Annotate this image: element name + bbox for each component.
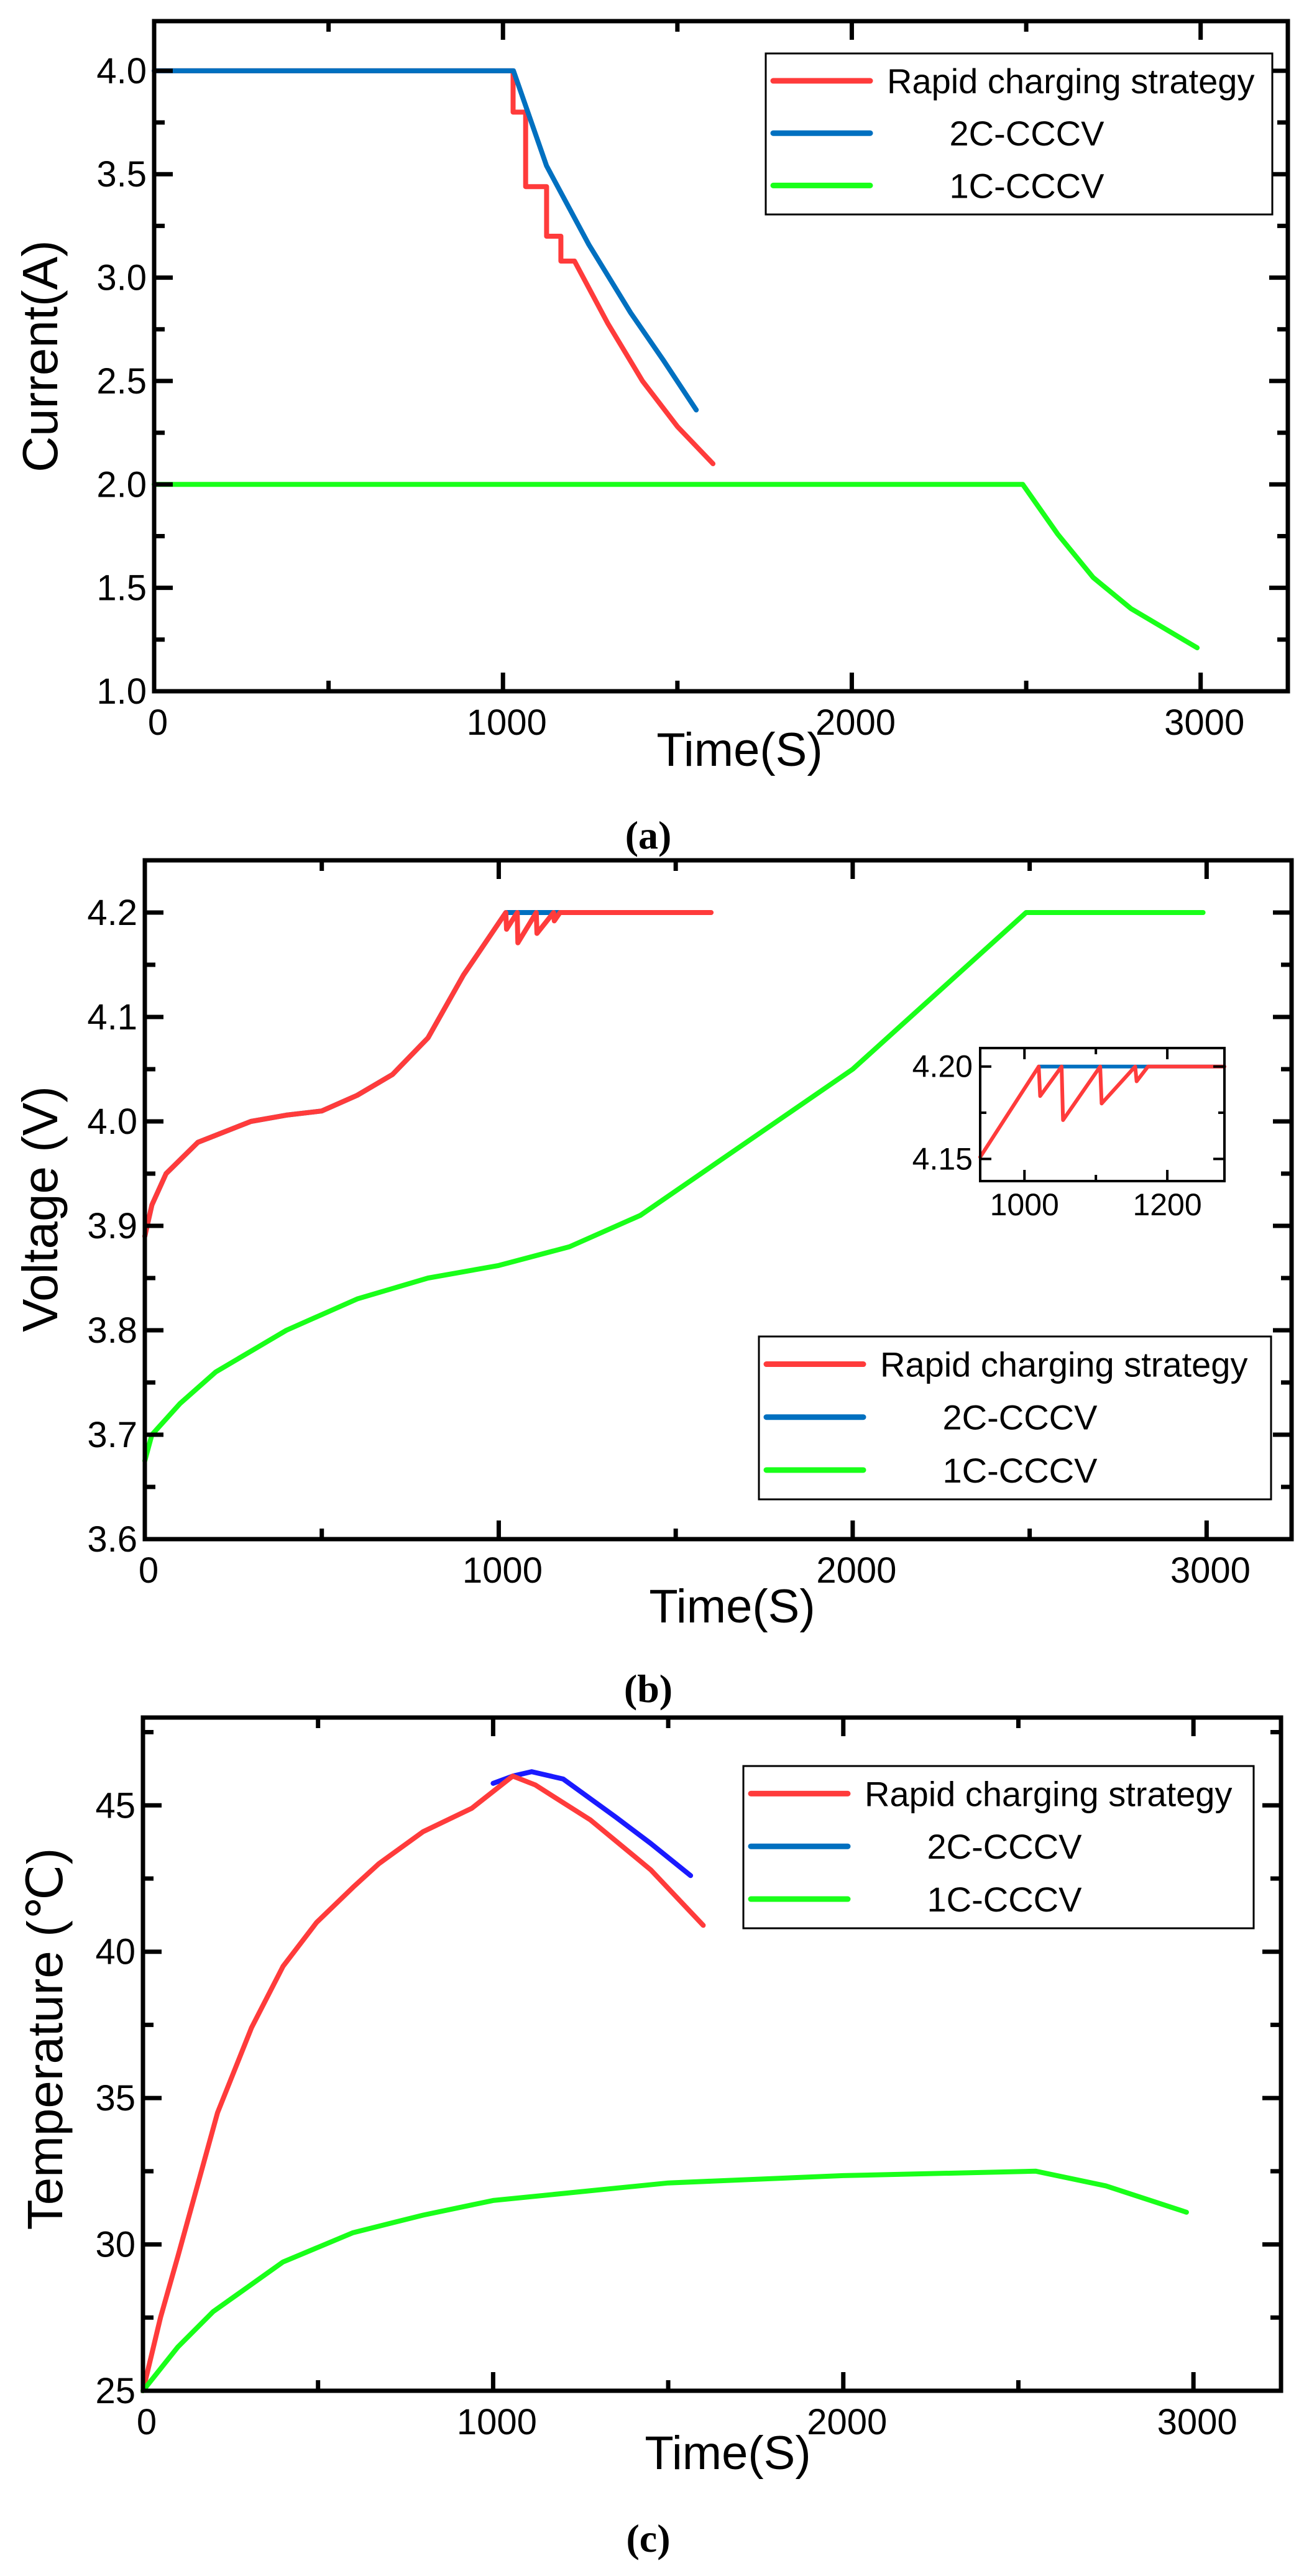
y-tick-label: 3.0 — [96, 258, 147, 298]
panel-label-b: (b) — [624, 1667, 673, 1711]
y-tick-label: 3.7 — [87, 1415, 137, 1455]
legend-label: Rapid charging strategy — [880, 1345, 1247, 1384]
legend-label: Rapid charging strategy — [887, 62, 1254, 101]
y-tick-label: 1.5 — [96, 568, 147, 609]
inset-background — [980, 1048, 1224, 1181]
y-tick-label: 4.20 — [912, 1049, 973, 1084]
x-tick-label: 0 — [148, 702, 168, 743]
series-group-inset — [978, 1064, 1226, 1159]
y-tick-label: 3.5 — [96, 154, 147, 195]
legend-label: 2C-CCCV — [950, 114, 1105, 153]
series-line-2c-cccv — [152, 68, 699, 413]
y-tick-label: 35 — [95, 2078, 135, 2118]
y-tick-label: 4.2 — [87, 893, 137, 933]
plot-area-inset: 1000 1200 4.15 4.20 — [912, 1047, 1226, 1222]
x-tick-label: 1000 — [467, 702, 547, 743]
legend-a: Rapid charging strategy 2C-CCCV 1C-CCCV — [764, 52, 1274, 216]
y-tick-label: 40 — [95, 1932, 135, 1972]
x-tick-label: 0 — [137, 2402, 157, 2442]
y-tick-label: 3.8 — [87, 1310, 137, 1351]
legend-label: 1C-CCCV — [950, 166, 1105, 205]
y-axis-title-b: Voltage (V) — [12, 1086, 68, 1332]
y-tick-label: 3.9 — [87, 1206, 137, 1246]
legend-label: Rapid charging strategy — [865, 1774, 1232, 1813]
x-tick-label: 1000 — [462, 1550, 543, 1591]
x-tick-label: 1000 — [457, 2402, 537, 2442]
series-group-a — [152, 68, 1200, 651]
x-axis-title-b: Time(S) — [649, 1580, 815, 1633]
x-tick-label: 1000 — [990, 1187, 1059, 1222]
plot-frame — [152, 19, 1290, 694]
legend-label: 2C-CCCV — [943, 1398, 1098, 1437]
y-axis-title-a: Current(A) — [12, 240, 68, 472]
plot-area-a: 0 1000 2000 3000 1.0 1.5 2.0 2.5 3.0 3.5 4.0 — [96, 19, 1290, 743]
series-line-rapid-charging-strategy — [152, 68, 716, 466]
x-tick-label: 1200 — [1132, 1187, 1201, 1222]
y-tick-label: 1.0 — [96, 671, 147, 712]
plot-area-b: 0 1000 2000 3000 3.6 3.7 3.8 3.9 4.0 4.1 4.2 — [87, 858, 1294, 1591]
x-tick-label: 3000 — [1164, 702, 1244, 743]
y-tick-label: 45 — [95, 1785, 135, 1826]
series-line-rapid-charging-strategy — [978, 1064, 1226, 1159]
series-line-1c-cccv — [152, 482, 1200, 651]
plot-frame — [142, 858, 1294, 1542]
legend-label: 1C-CCCV — [943, 1451, 1098, 1490]
series-line-1c-cccv — [140, 2168, 1189, 2393]
series-group-c — [140, 1769, 1189, 2393]
series-line-1c-cccv — [142, 910, 1206, 1463]
y-tick-label: 2.0 — [96, 464, 147, 505]
x-tick-label: 2000 — [816, 1550, 896, 1591]
x-tick-label: 0 — [139, 1550, 158, 1591]
series-line-rapid-charging-strategy — [140, 1773, 706, 2393]
x-tick-label: 2000 — [815, 702, 896, 743]
y-tick-label: 25 — [95, 2371, 135, 2411]
plot-area-c: 0 1000 2000 3000 25 30 35 40 45 — [95, 1715, 1283, 2442]
x-tick-label: 3000 — [1157, 2402, 1237, 2442]
y-tick-label: 30 — [95, 2225, 135, 2265]
series-line-rapid-charging-strategy — [142, 910, 714, 1239]
x-axis-title-a: Time(S) — [656, 724, 822, 776]
x-tick-label: 3000 — [1170, 1550, 1251, 1591]
legend-label: 1C-CCCV — [927, 1880, 1083, 1919]
x-axis-title-c: Time(S) — [645, 2427, 810, 2480]
y-tick-label: 4.1 — [87, 997, 137, 1037]
legend-label: 2C-CCCV — [927, 1827, 1083, 1866]
series-group-b — [142, 910, 1206, 1463]
plot-frame — [140, 1715, 1283, 2393]
y-tick-label: 2.5 — [96, 361, 147, 402]
legend-b: Rapid charging strategy 2C-CCCV 1C-CCCV — [758, 1335, 1272, 1501]
series-line-2c-cccv — [142, 910, 696, 1239]
plot-frame — [979, 1047, 1226, 1182]
legend-c: Rapid charging strategy 2C-CCCV 1C-CCCV — [742, 1765, 1255, 1930]
y-tick-label: 3.6 — [87, 1519, 137, 1560]
x-tick-label: 2000 — [807, 2402, 887, 2442]
panel-label-a: (a) — [625, 813, 672, 857]
y-tick-label: 4.0 — [87, 1102, 137, 1142]
panel-label-c: (c) — [626, 2516, 670, 2560]
y-axis-title-c: Temperature (℃) — [17, 1848, 73, 2230]
y-tick-label: 4.0 — [96, 51, 147, 91]
y-tick-label: 4.15 — [912, 1141, 973, 1176]
